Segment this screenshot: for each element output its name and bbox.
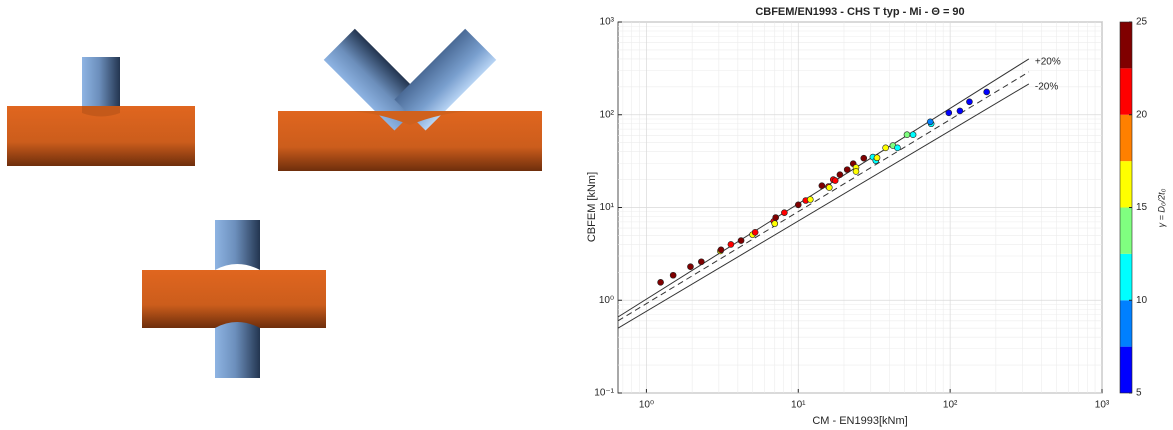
- colorbar-tick-label: 5: [1136, 388, 1142, 399]
- reference-line: [617, 83, 1030, 329]
- point: [926, 118, 934, 126]
- point: [909, 131, 917, 138]
- point: [687, 263, 694, 270]
- point: [882, 144, 889, 152]
- point: [894, 144, 901, 152]
- colorbar-label: γ = D₀/2t₀: [1156, 188, 1166, 227]
- colorbar-segment: [1120, 22, 1132, 69]
- point: [860, 154, 868, 162]
- colorbar-tick-label: 10: [1136, 295, 1148, 306]
- joint-drawings: [7, 28, 542, 378]
- y-tick-label: 10¹: [600, 202, 615, 213]
- y-tick-label: 10⁰: [599, 295, 614, 306]
- point: [737, 237, 745, 244]
- colorbar-segment: [1120, 114, 1132, 162]
- point: [657, 279, 664, 286]
- point: [772, 214, 779, 221]
- colorbar-segment: [1120, 68, 1132, 115]
- point: [818, 182, 826, 189]
- brace: [394, 28, 497, 131]
- colorbar-segment: [1120, 207, 1132, 254]
- point: [836, 171, 844, 178]
- colorbar-tick-label: 15: [1136, 202, 1148, 213]
- colorbar-segment: [1120, 300, 1132, 347]
- y-tick-label: 10⁻¹: [594, 388, 614, 399]
- point: [717, 246, 725, 254]
- brace: [82, 57, 120, 113]
- point: [727, 241, 735, 248]
- reference-label: +20%: [1035, 57, 1061, 68]
- point: [806, 196, 814, 203]
- point: [771, 220, 779, 227]
- x-tick-label: 10²: [943, 400, 958, 411]
- point: [983, 88, 990, 96]
- point: [751, 229, 759, 236]
- point: [831, 177, 839, 184]
- point: [945, 109, 953, 117]
- chart-title: CBFEM/EN1993 - CHS T typ - Mi - Θ = 90: [755, 6, 964, 18]
- point: [843, 166, 851, 173]
- point: [966, 98, 973, 106]
- point: [794, 201, 802, 209]
- colorbar-tick-label: 25: [1136, 17, 1148, 28]
- brace: [215, 322, 260, 378]
- x-axis-label: CM - EN1993[kNm]: [812, 415, 907, 427]
- x-tick-label: 10⁰: [639, 400, 654, 411]
- x-tick-label: 10³: [1095, 400, 1110, 411]
- brace: [323, 28, 426, 131]
- point: [825, 184, 833, 191]
- x-tick-label: 10¹: [791, 400, 806, 411]
- point: [698, 258, 705, 266]
- point: [956, 107, 964, 115]
- point: [669, 271, 677, 279]
- colorbar-segment: [1120, 161, 1132, 208]
- brace-cut: [345, 111, 475, 125]
- point: [873, 154, 881, 162]
- colorbar-segment: [1120, 253, 1132, 301]
- point: [781, 209, 788, 216]
- brace: [215, 220, 260, 270]
- brace-cut: [82, 106, 120, 117]
- reference-label: -20%: [1035, 82, 1058, 93]
- y-tick-label: 10³: [600, 17, 615, 28]
- point: [852, 168, 860, 175]
- chord: [142, 270, 326, 328]
- y-tick-label: 10²: [600, 109, 615, 120]
- colorbar-segment: [1120, 346, 1132, 393]
- y-axis-label: CBFEM [kNm]: [586, 172, 598, 242]
- point: [903, 131, 911, 138]
- colorbar-tick-label: 20: [1136, 109, 1148, 120]
